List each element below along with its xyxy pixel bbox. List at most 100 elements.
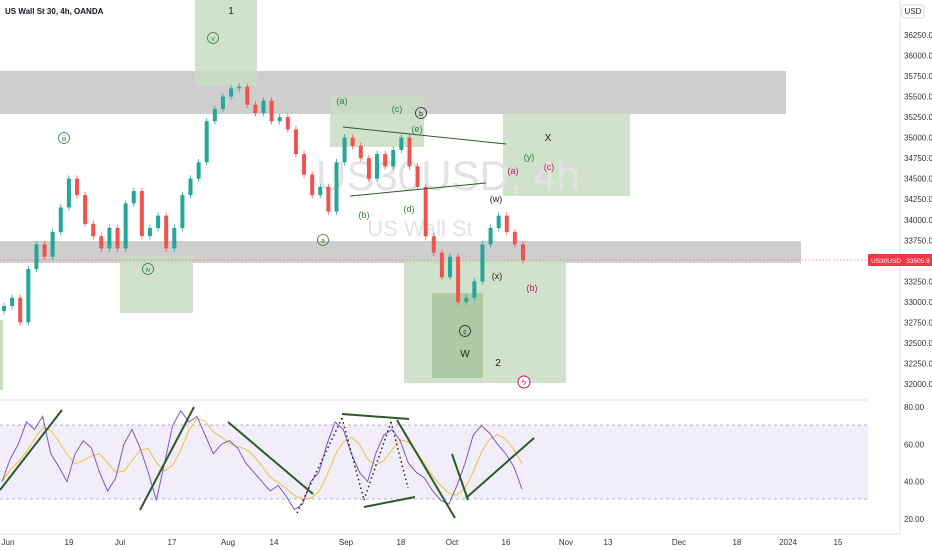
price-tick-label: 32500.0 xyxy=(904,339,932,348)
candle-body xyxy=(293,129,298,155)
time-tick-label: Oct xyxy=(446,538,459,547)
candle-body xyxy=(99,236,104,249)
candle-body xyxy=(375,154,380,179)
rsi-trend-1 xyxy=(0,409,63,491)
watermark: US30USD, 4h US Wall St xyxy=(316,152,580,241)
candle-body xyxy=(326,186,331,212)
price-tag-symbol: US30USD xyxy=(871,258,901,265)
candle-body xyxy=(131,191,136,204)
wave-label: c xyxy=(463,329,467,336)
price-axis[interactable]: 36250.0 36000.0 35750.0 35500.0 35250.0 35000… xyxy=(868,0,932,535)
time-tick-label: Jul xyxy=(115,538,125,547)
candle-body xyxy=(366,158,371,179)
rsi-tick-label: 40.00 xyxy=(904,478,925,487)
candle-body xyxy=(74,178,79,196)
candle-body xyxy=(50,232,55,257)
lightning-icon[interactable]: ϟ xyxy=(517,375,531,389)
wave-label: iv xyxy=(145,267,151,274)
wave-label: (a) xyxy=(508,166,519,176)
wave-label-circle xyxy=(317,234,329,246)
candle-body xyxy=(164,215,169,249)
price-tick-label: 33000.0 xyxy=(904,298,932,307)
candle-body xyxy=(26,269,31,323)
main-trendlines xyxy=(342,126,507,197)
candle-body xyxy=(334,162,339,212)
candle-body xyxy=(212,108,217,122)
candle-body xyxy=(269,100,274,122)
time-tick-label: 19 xyxy=(65,538,74,547)
rsi-trend-6 xyxy=(396,419,456,519)
wave-label: 2 xyxy=(495,358,501,369)
wave-label: (y) xyxy=(524,152,535,162)
candle-body xyxy=(415,166,420,187)
green-zone-w xyxy=(404,258,566,383)
candle-body xyxy=(42,244,47,257)
time-tick-label: Sep xyxy=(339,538,354,547)
candle-body xyxy=(480,244,485,282)
candle-body xyxy=(350,137,355,146)
price-tick-label: 34500.0 xyxy=(904,175,932,184)
price-tick-label: 34250.0 xyxy=(904,195,932,204)
wave-label-circle xyxy=(142,263,154,275)
candle-body xyxy=(147,227,152,237)
green-zone-x xyxy=(503,113,630,196)
time-tick-label: 13 xyxy=(604,538,613,547)
candle-body xyxy=(496,215,501,228)
price-tag-value: 33505.9 xyxy=(906,258,930,265)
candle-body xyxy=(383,154,388,167)
candle-body xyxy=(107,227,112,249)
price-tick-label: 35250.0 xyxy=(904,113,932,122)
candle-body xyxy=(407,137,412,167)
candle-body xyxy=(310,174,315,196)
candle-body xyxy=(399,137,404,150)
candle-body xyxy=(464,297,469,302)
time-tick-label: 15 xyxy=(834,538,843,547)
triangle-lower-line xyxy=(349,182,487,197)
candle-body xyxy=(431,236,436,253)
rsi-ma-line xyxy=(1,418,523,500)
candle-body xyxy=(237,86,242,89)
wave-label-circle xyxy=(207,32,219,44)
rsi-trend-2 xyxy=(139,406,195,511)
price-tick-label: 33250.0 xyxy=(904,277,932,286)
time-tick-label: 14 xyxy=(270,538,279,547)
gray-zone-mid xyxy=(0,241,801,263)
time-tick-label: 16 xyxy=(502,538,511,547)
wave-label: b xyxy=(419,111,423,118)
time-axis[interactable]: Jun 19 Jul 17 Aug 14 Sep 18 Oct 16 Nov 13 Dec 18 2024 1… xyxy=(0,533,900,547)
wave-label: (d) xyxy=(404,204,415,214)
time-tick-label: Aug xyxy=(221,538,235,547)
price-tick-label: 34750.0 xyxy=(904,154,932,163)
candle-body xyxy=(342,137,347,163)
green-zone-c xyxy=(432,293,483,378)
candle-body xyxy=(34,244,39,270)
candle-body xyxy=(91,223,96,237)
price-tick-label: 32000.0 xyxy=(904,380,932,389)
candle-body xyxy=(66,178,71,208)
price-tick-label: 35000.0 xyxy=(904,134,932,143)
candle-body xyxy=(277,117,282,122)
time-ticks: Jun 19 Jul 17 Aug 14 Sep 18 Oct 16 Nov 13 Dec 18 2024 1… xyxy=(2,538,843,547)
candles-layer xyxy=(2,83,525,326)
rsi-line xyxy=(1,409,523,511)
candle-body xyxy=(504,215,509,233)
candle-body xyxy=(229,88,234,97)
rsi-dotted-2 xyxy=(341,417,365,501)
wave-label: (a) xyxy=(337,96,348,106)
candle-body xyxy=(18,297,23,323)
wave-label: iii xyxy=(62,136,67,143)
wave-label-circle xyxy=(459,325,471,337)
candle-body xyxy=(448,256,453,278)
candle-body xyxy=(488,227,493,245)
candle-body xyxy=(521,244,525,261)
time-tick-label: 18 xyxy=(397,538,406,547)
currency-box[interactable] xyxy=(901,4,925,19)
wave-label: (b) xyxy=(527,283,538,293)
candle-body xyxy=(318,186,323,196)
candle-body xyxy=(220,96,225,109)
watermark-symbol: US30USD, 4h xyxy=(316,152,580,199)
time-tick-label: 18 xyxy=(733,538,742,547)
wave-label: (b) xyxy=(359,210,370,220)
wave-label: 1 xyxy=(228,6,234,17)
